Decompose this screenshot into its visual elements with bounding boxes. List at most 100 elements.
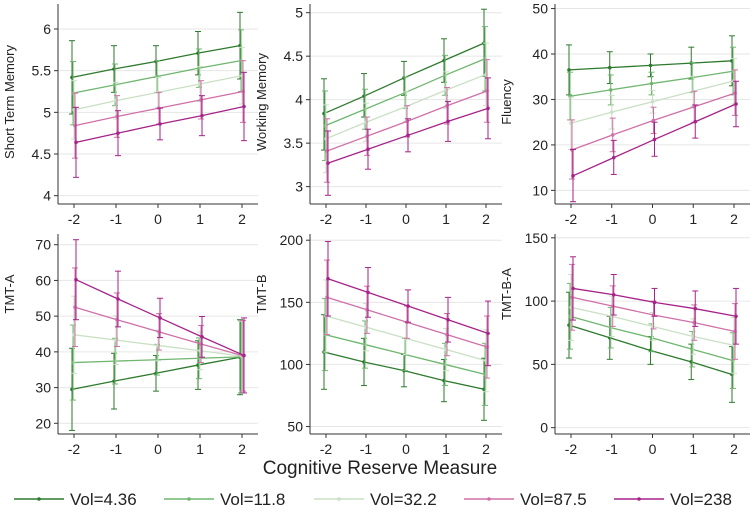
legend-marker — [487, 497, 491, 501]
data-point — [609, 110, 614, 114]
x-tick-label: -2 — [320, 211, 333, 227]
x-tick-label: -2 — [320, 441, 333, 457]
y-axis-label: Fluency — [499, 79, 514, 125]
data-point — [158, 122, 162, 126]
data-point — [200, 113, 204, 118]
data-point — [608, 88, 613, 92]
y-tick-label: 5 — [295, 5, 303, 21]
data-point — [406, 133, 410, 138]
x-tick-label: 2 — [238, 211, 246, 227]
data-point — [652, 137, 657, 142]
data-point — [734, 314, 738, 319]
data-point — [446, 317, 450, 322]
chart-panel-3: 10 20 30 40 50 -2 -1 0 1 2 Fluency — [499, 1, 750, 227]
y-tick-label: 3.5 — [284, 135, 304, 151]
x-tick-label: 1 — [442, 441, 450, 457]
x-tick-label: 0 — [649, 441, 657, 457]
x-tick-label: 0 — [402, 441, 410, 457]
data-point — [74, 140, 78, 145]
y-tick-label: 6 — [43, 21, 51, 37]
data-point — [571, 286, 575, 291]
data-point — [446, 119, 450, 124]
data-point — [693, 119, 698, 124]
chart-panel-6: 0 50 100 150 -2 -1 0 1 2 TMT-B-A — [499, 230, 750, 457]
x-tick-label: 0 — [649, 211, 657, 227]
data-point — [734, 102, 738, 106]
y-tick-label: 10 — [532, 182, 548, 198]
data-point — [486, 106, 490, 111]
series-2 — [70, 320, 244, 401]
legend-marker — [337, 497, 341, 501]
x-tick-label: 2 — [238, 441, 246, 457]
series-5 — [73, 71, 247, 178]
legend-item-5: Vol=238 — [614, 490, 732, 509]
x-tick-label: -1 — [606, 211, 619, 227]
data-point — [406, 304, 410, 308]
y-tick-label: 60 — [35, 272, 51, 288]
y-tick-label: 50 — [287, 419, 303, 435]
y-tick-label: 50 — [35, 308, 51, 324]
data-point — [242, 104, 246, 109]
data-point — [607, 65, 612, 70]
y-tick-label: 40 — [35, 344, 51, 360]
legend-marker — [637, 497, 641, 501]
data-point — [693, 306, 698, 311]
series-4 — [324, 259, 490, 379]
series-1 — [321, 8, 487, 151]
data-point — [158, 316, 162, 320]
x-tick-label: -1 — [606, 441, 619, 457]
y-axis-label: TMT-B-A — [499, 268, 514, 320]
y-tick-label: 100 — [525, 293, 549, 309]
series-4 — [72, 60, 246, 159]
data-point — [650, 99, 655, 104]
x-tick-label: 1 — [196, 441, 204, 457]
y-axis-label: TMT-A — [2, 274, 17, 313]
legend-item-1: Vol=4.36 — [14, 490, 137, 509]
y-tick-label: 4 — [295, 92, 303, 108]
data-point — [652, 300, 657, 305]
y-tick-label: 70 — [35, 237, 51, 253]
data-point — [74, 277, 78, 282]
chart-panel-2: 3 3.5 4 4.5 5 -2 -1 0 1 2 Working Memory — [254, 4, 502, 227]
series-2 — [567, 282, 736, 389]
series-1 — [321, 314, 487, 421]
y-tick-label: 150 — [525, 230, 549, 246]
x-tick-label: 2 — [730, 441, 738, 457]
series-1 — [566, 35, 735, 96]
data-point — [486, 331, 490, 336]
series-5 — [325, 240, 491, 367]
series-1 — [566, 291, 735, 403]
series-4 — [324, 59, 490, 183]
chart-panel-5: 50 100 150 200 -2 -1 0 1 2 TMT-B — [254, 232, 502, 457]
x-tick-label: -2 — [565, 211, 578, 227]
data-point — [200, 335, 204, 339]
series-1 — [69, 11, 243, 115]
y-tick-label: 30 — [35, 380, 51, 396]
series-3 — [323, 279, 489, 393]
data-point — [571, 174, 575, 178]
y-tick-label: 50 — [532, 356, 548, 372]
y-axis-label: Working Memory — [254, 53, 269, 152]
data-point — [651, 118, 656, 123]
x-tick-label: -2 — [68, 211, 81, 227]
y-tick-label: 4.5 — [284, 48, 304, 64]
series-5 — [73, 239, 247, 394]
series-2 — [322, 26, 488, 162]
series-2 — [567, 46, 736, 121]
x-tick-label: 1 — [689, 441, 697, 457]
y-tick-label: 4.5 — [32, 146, 52, 162]
data-point — [611, 155, 616, 160]
data-point — [611, 292, 616, 297]
x-tick-label: -2 — [68, 441, 81, 457]
y-tick-label: 200 — [280, 232, 304, 248]
x-tick-label: -1 — [360, 211, 373, 227]
x-tick-label: -2 — [565, 441, 578, 457]
legend-label: Vol=11.8 — [220, 490, 285, 509]
legend: Vol=4.36 Vol=11.8 Vol=32.2 Vol=87.5 Vol=238 — [14, 490, 732, 509]
data-point — [649, 81, 654, 86]
legend-label: Vol=87.5 — [520, 490, 587, 509]
series-4 — [72, 267, 246, 392]
series-5 — [325, 77, 491, 196]
data-point — [648, 63, 653, 68]
